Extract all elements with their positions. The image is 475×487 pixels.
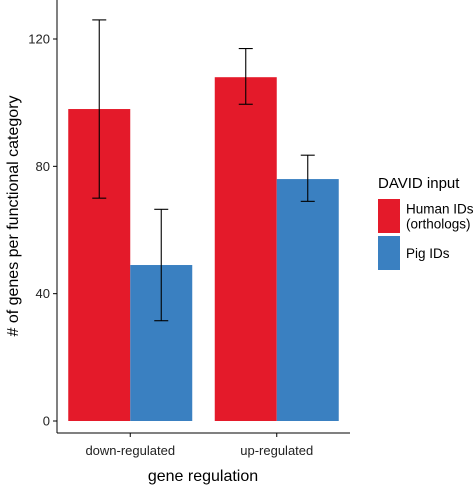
- legend-swatch-pig: [378, 236, 400, 270]
- axes-layer: [56, 0, 350, 434]
- x-tick-label: up-regulated: [240, 443, 313, 458]
- error-bar: [300, 154, 315, 202]
- x-tick-label: down-regulated: [85, 443, 175, 458]
- legend-label: Human IDs: [406, 202, 474, 217]
- error-bar: [238, 47, 253, 105]
- error-bar: [154, 208, 169, 322]
- bar-human-up: [214, 77, 277, 421]
- y-tick-label: 40: [36, 286, 50, 301]
- bars-layer: [68, 77, 339, 422]
- y-tick-label: 80: [36, 159, 50, 174]
- legend-label: Pig IDs: [406, 246, 450, 261]
- y-tick-label: 120: [28, 32, 50, 47]
- y-tick-label: 0: [43, 414, 50, 429]
- error-bar: [92, 19, 107, 199]
- y-ticks-layer: 0 40 80 120: [28, 32, 57, 429]
- bar-pig-up: [276, 179, 339, 421]
- error-bars-layer: [92, 19, 315, 322]
- y-axis-title: # of genes per functional category: [5, 95, 22, 336]
- legend: Human IDs(orthologs) Pig IDs: [378, 199, 474, 270]
- x-axis-title: gene regulation: [148, 468, 258, 485]
- legend-title: DAVID input: [378, 175, 460, 192]
- legend-label: (orthologs): [406, 217, 471, 232]
- legend-swatch-human: [378, 199, 400, 233]
- x-ticks-layer: down-regulated up-regulated: [85, 433, 313, 458]
